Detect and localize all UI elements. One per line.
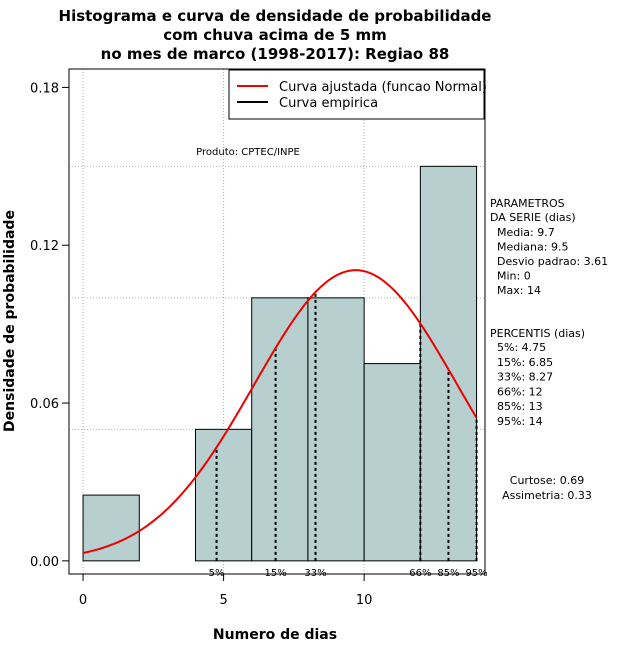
- percentile-label: 95%: [465, 568, 487, 579]
- percentile-label: 66%: [409, 568, 431, 579]
- percentis-item: 15%: 6.85: [497, 356, 553, 369]
- percentile-label: 33%: [304, 568, 326, 579]
- x-tick-label: 0: [79, 593, 87, 608]
- percentis-title: PERCENTIS (dias): [490, 327, 585, 340]
- percentile-label: 5%: [209, 568, 225, 579]
- histogram-bar: [419, 165, 478, 562]
- legend-box: [228, 69, 485, 120]
- legend-label: Curva ajustada (funcao Normal): [279, 80, 487, 95]
- percentis-item: 85%: 13: [497, 400, 543, 413]
- parametros-item: Min: 0: [497, 270, 531, 283]
- percentis-item: 66%: 12: [497, 385, 543, 398]
- parametros-title: PARAMETROS: [490, 197, 565, 210]
- y-tick-label: 0.12: [30, 239, 59, 254]
- stats-item: Assimetria: 0.33: [502, 489, 592, 502]
- normal-curve: [82, 269, 478, 554]
- histogram-bar: [251, 297, 309, 562]
- percentis-item: 95%: 14: [497, 415, 543, 428]
- chart-title-line: no mes de marco (1998-2017): Regiao 88: [101, 45, 450, 63]
- stats-item: Curtose: 0.69: [510, 474, 584, 487]
- chart-title-line: com chuva acima de 5 mm: [163, 26, 387, 44]
- chart-title-line: Histograma e curva de densidade de proba…: [59, 7, 492, 25]
- y-axis-title: Densidade de probabilidade: [2, 210, 18, 432]
- plot-frame: [68, 68, 486, 575]
- legend-label: Curva empirica: [279, 96, 378, 111]
- percentis-item: 33%: 8.27: [497, 371, 553, 384]
- x-tick-label: 5: [219, 593, 227, 608]
- parametros-item: Media: 9.7: [497, 226, 555, 239]
- percentile-label: 15%: [264, 568, 286, 579]
- x-tick-label: 10: [356, 593, 373, 608]
- y-tick-label: 0.06: [30, 397, 59, 412]
- y-tick-label: 0.18: [30, 81, 59, 96]
- parametros-item: Max: 14: [497, 284, 541, 297]
- percentis-item: 5%: 4.75: [497, 341, 546, 354]
- histogram-bar: [363, 363, 421, 562]
- parametros-item: Mediana: 9.5: [497, 241, 568, 254]
- product-annotation: Produto: CPTEC/INPE: [196, 147, 300, 158]
- y-tick-label: 0.00: [30, 555, 59, 570]
- percentile-label: 85%: [437, 568, 459, 579]
- parametros-item: Desvio padrao: 3.61: [497, 255, 608, 268]
- parametros-title: DA SERIE (dias): [490, 211, 576, 224]
- x-axis-title: Numero de dias: [213, 627, 337, 643]
- histogram-bar: [307, 297, 365, 562]
- histogram-bar: [194, 428, 253, 562]
